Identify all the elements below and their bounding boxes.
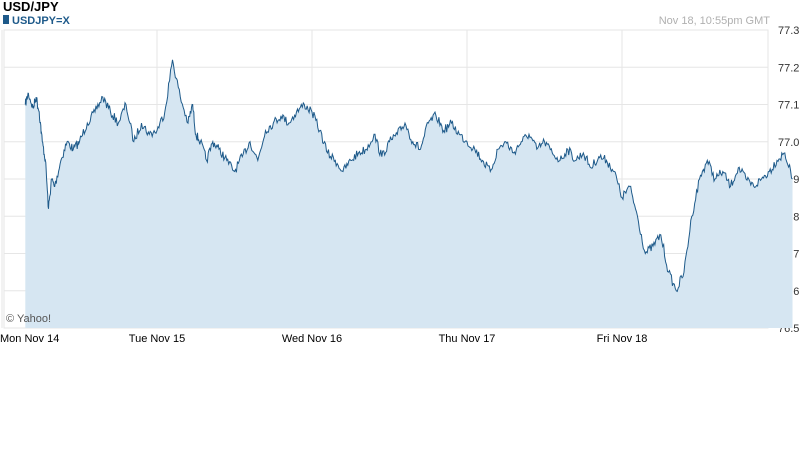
legend-swatch (3, 15, 9, 24)
series-line (24, 59, 793, 293)
y-tick-label: 77.0 (778, 137, 799, 149)
x-tick-label: Wed Nov 16 (282, 333, 342, 345)
legend-label: USDJPY=X (12, 15, 70, 27)
x-tick-label: Mon Nov 14 (0, 333, 59, 345)
y-tick-label: 77.3 (778, 25, 799, 37)
y-tick-label: 77.1 (778, 100, 799, 112)
chart-title: USD/JPY (3, 0, 59, 14)
x-tick-label: Thu Nov 17 (439, 333, 496, 345)
chart-credit: © Yahoo! (6, 313, 51, 325)
plot-area: 77.377.277.177.076.976.876.776.676.5Mon … (0, 25, 799, 345)
series-area (25, 59, 793, 329)
chart-timestamp: Nov 18, 10:55pm GMT (659, 15, 771, 27)
x-tick-label: Fri Nov 18 (597, 333, 648, 345)
x-tick-label: Tue Nov 15 (129, 333, 185, 345)
y-tick-label: 77.2 (778, 62, 799, 74)
